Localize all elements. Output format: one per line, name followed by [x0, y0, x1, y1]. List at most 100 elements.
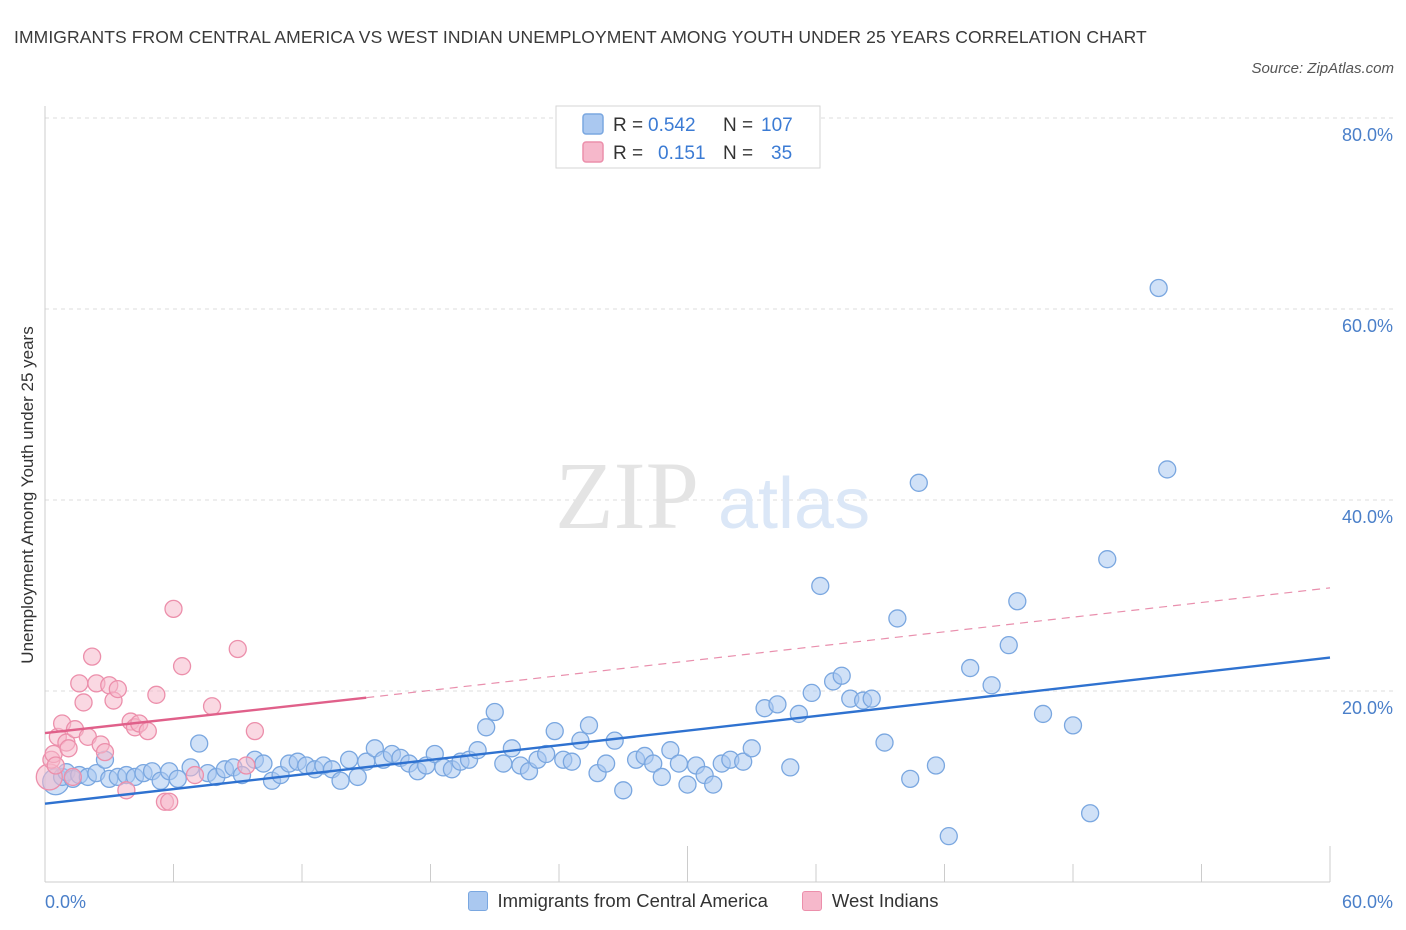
- point-central-america: [862, 689, 881, 708]
- x-tick-label: 60.0%: [1342, 892, 1393, 912]
- grid-lines: [45, 117, 1395, 692]
- point-central-america: [339, 750, 359, 769]
- point-west-indians: [172, 657, 192, 676]
- point-west-indians: [63, 767, 82, 787]
- point-central-america: [562, 752, 581, 771]
- tick-labels: 20.0% 40.0% 60.0% 80.0% 0.0% 60.0%: [45, 125, 1393, 912]
- legend-label: Immigrants from Central America: [497, 890, 768, 911]
- point-west-indians: [138, 721, 157, 741]
- point-central-america: [802, 683, 821, 703]
- point-central-america: [494, 754, 513, 773]
- point-central-america: [669, 754, 689, 773]
- point-central-america: [254, 754, 273, 773]
- point-central-america: [596, 754, 616, 773]
- point-central-america: [781, 758, 800, 777]
- point-central-america: [982, 676, 1001, 695]
- point-central-america: [1008, 592, 1027, 611]
- chart-title: IMMIGRANTS FROM CENTRAL AMERICA VS WEST …: [14, 27, 1147, 47]
- point-central-america: [939, 827, 958, 846]
- point-central-america: [901, 769, 920, 789]
- y-tick-label: 40.0%: [1342, 507, 1393, 527]
- trend-line: [44, 656, 1331, 805]
- legend-n-label: N =: [723, 115, 753, 136]
- point-central-america: [789, 704, 809, 724]
- source-label: Source: ZipAtlas.com: [1251, 60, 1394, 77]
- point-central-america: [1149, 278, 1168, 298]
- legend-r-label: R =: [613, 143, 643, 164]
- point-west-indians: [245, 721, 265, 741]
- point-west-indians: [74, 693, 93, 712]
- point-central-america: [661, 741, 680, 760]
- point-central-america: [1098, 550, 1117, 569]
- point-west-indians: [202, 697, 222, 716]
- point-central-america: [811, 576, 830, 596]
- point-central-america: [1033, 704, 1053, 724]
- point-west-indians: [46, 756, 65, 775]
- y-tick-label: 20.0%: [1342, 698, 1393, 718]
- point-central-america: [644, 754, 663, 773]
- y-tick-label: 80.0%: [1342, 125, 1393, 145]
- legend-swatch-blue: [467, 891, 488, 911]
- point-west-indians: [160, 792, 179, 811]
- stats-legend: R = 0.542 N = 107 R = 0.151 N = 35: [555, 105, 821, 169]
- watermark: ZIP atlas: [555, 442, 870, 549]
- point-central-america: [331, 771, 350, 790]
- point-central-america: [768, 695, 787, 714]
- point-central-america: [742, 739, 761, 758]
- watermark-atlas: atlas: [718, 464, 870, 544]
- point-central-america: [652, 767, 671, 787]
- watermark-zip: ZIP: [555, 442, 699, 549]
- legend-r-label: R =: [613, 115, 643, 136]
- trend-line: [44, 696, 367, 735]
- point-central-america: [571, 731, 590, 750]
- point-central-america: [999, 636, 1018, 655]
- legend-item-central-america: Immigrants from Central America: [467, 890, 768, 912]
- point-west-indians: [147, 685, 166, 704]
- x-tick-label: 0.0%: [45, 892, 86, 912]
- point-central-america: [961, 658, 980, 678]
- legend-r-value: 0.542: [648, 115, 696, 136]
- point-central-america: [348, 767, 367, 787]
- legend-n-value: 35: [771, 143, 792, 164]
- point-central-america: [734, 752, 753, 771]
- point-central-america: [485, 702, 504, 722]
- point-central-america: [1080, 804, 1100, 823]
- legend-label: West Indians: [831, 890, 939, 911]
- series-legend: Immigrants from Central America West Ind…: [0, 890, 1406, 912]
- legend-n-label: N =: [723, 143, 753, 164]
- point-central-america: [888, 609, 907, 628]
- legend-item-west-indians: West Indians: [801, 890, 939, 912]
- point-central-america: [545, 721, 564, 741]
- legend-n-value: 107: [761, 115, 793, 136]
- point-west-indians: [185, 765, 205, 785]
- point-central-america: [579, 716, 599, 735]
- point-central-america: [502, 739, 522, 758]
- point-west-indians: [82, 647, 102, 666]
- point-central-america: [678, 775, 697, 794]
- point-west-indians: [237, 756, 256, 775]
- data-points: [35, 278, 1177, 846]
- legend-swatch-pink: [801, 891, 822, 911]
- point-central-america: [190, 734, 209, 753]
- trend-line: [366, 587, 1331, 699]
- point-central-america: [1158, 460, 1177, 479]
- point-central-america: [926, 756, 946, 775]
- point-west-indians: [70, 674, 89, 693]
- point-central-america: [614, 781, 633, 800]
- legend-r-value: 0.151: [658, 143, 706, 164]
- y-tick-label: 60.0%: [1342, 316, 1393, 336]
- point-west-indians: [228, 639, 247, 659]
- point-central-america: [1063, 716, 1083, 735]
- point-west-indians: [95, 742, 115, 762]
- point-central-america: [704, 775, 723, 794]
- point-central-america: [909, 473, 928, 492]
- point-west-indians: [108, 679, 127, 699]
- point-central-america: [875, 733, 894, 752]
- point-central-america: [168, 769, 187, 789]
- stats-legend-swatch-blue: [582, 113, 604, 135]
- point-west-indians: [164, 599, 183, 619]
- y-axis-label: Unemployment Among Youth under 25 years: [18, 326, 37, 663]
- trend-lines: [44, 587, 1331, 805]
- stats-legend-swatch-pink: [582, 141, 604, 163]
